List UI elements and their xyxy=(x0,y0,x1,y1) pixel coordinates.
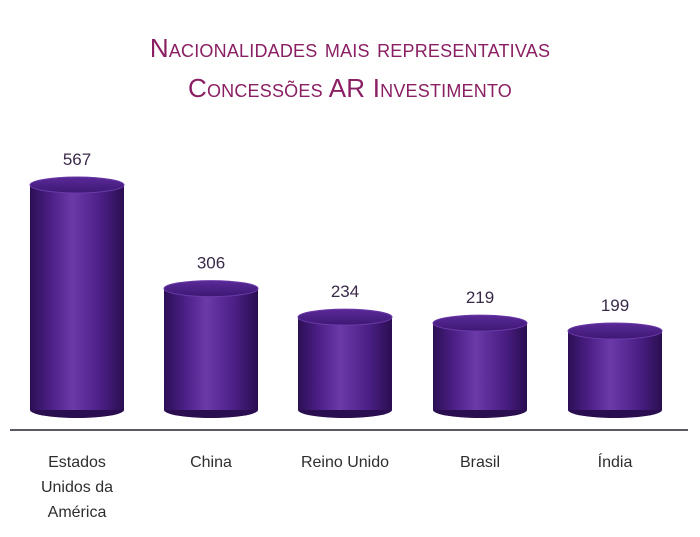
category-label: Estados Unidos da América xyxy=(41,454,113,521)
bar-top xyxy=(432,314,528,332)
bar-1 xyxy=(29,176,125,418)
chart-title-line1: Nacionalidades mais representativas xyxy=(149,33,551,63)
bar-body xyxy=(298,317,392,410)
bar-3 xyxy=(297,308,393,418)
bar-body xyxy=(164,288,258,410)
bar-top xyxy=(163,280,259,298)
chart-title-line2: Concessões AR Investimento xyxy=(187,73,513,103)
bar-5 xyxy=(567,322,663,418)
value-label: 219 xyxy=(466,288,494,307)
value-label: 306 xyxy=(197,254,225,273)
bar-4 xyxy=(432,314,528,418)
category-label: Brasil xyxy=(460,454,500,471)
chart-title: Nacionalidades mais representativas Conc… xyxy=(0,28,700,108)
bar-top xyxy=(567,322,663,340)
value-label: 567 xyxy=(63,150,91,169)
bar-body xyxy=(568,331,662,410)
bar-body xyxy=(30,185,124,410)
bar-top xyxy=(29,176,125,194)
category-label: Índia xyxy=(598,452,633,471)
bar-body xyxy=(433,323,527,410)
bar-2 xyxy=(163,280,259,418)
value-label: 199 xyxy=(601,296,629,315)
value-label: 234 xyxy=(331,282,359,301)
category-label: Reino Unido xyxy=(301,454,389,471)
bar-top xyxy=(297,308,393,326)
category-label: China xyxy=(190,454,232,471)
